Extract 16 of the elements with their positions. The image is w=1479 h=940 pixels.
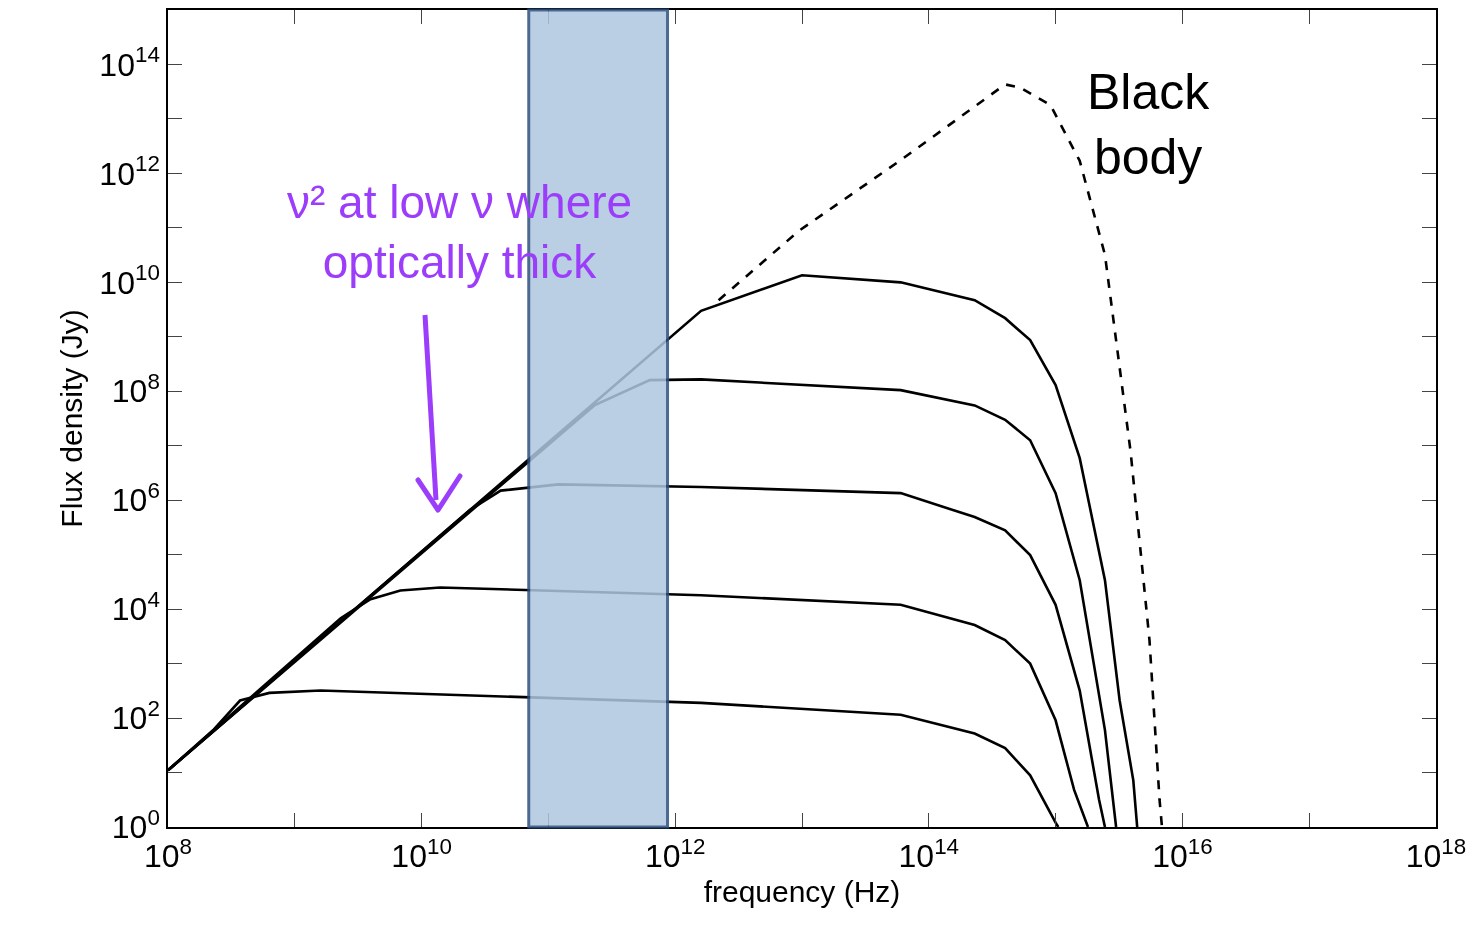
y-tick-label: 10$^{10}$ <box>99 260 160 301</box>
y-tick-label: 10$^{6}$ <box>111 477 160 519</box>
y-tick-label: 10$^{8}$ <box>111 369 160 410</box>
y-tick-label: 10$^{0}$ <box>111 804 160 846</box>
x-tick-label: 10$^{12}$ <box>644 833 706 875</box>
y-tick-label: 10$^{2}$ <box>111 695 160 737</box>
x-tick-label: 10$^{16}$ <box>1152 833 1213 875</box>
x-tick-label: 10$^{18}$ <box>1405 833 1467 875</box>
x-tick-label: 10$^{10}$ <box>391 833 452 875</box>
series-label: Black body <box>1087 64 1211 185</box>
y-tick-label: 10$^{4}$ <box>111 586 160 628</box>
y-axis-title: Flux density (Jy) <box>54 309 88 528</box>
y-tick-label: 10$^{14}$ <box>99 42 160 83</box>
y-tick-label: 10$^{12}$ <box>99 151 160 192</box>
x-axis-title: frequency (Hz) <box>703 875 901 909</box>
x-tick-label: 10$^{14}$ <box>898 833 960 875</box>
